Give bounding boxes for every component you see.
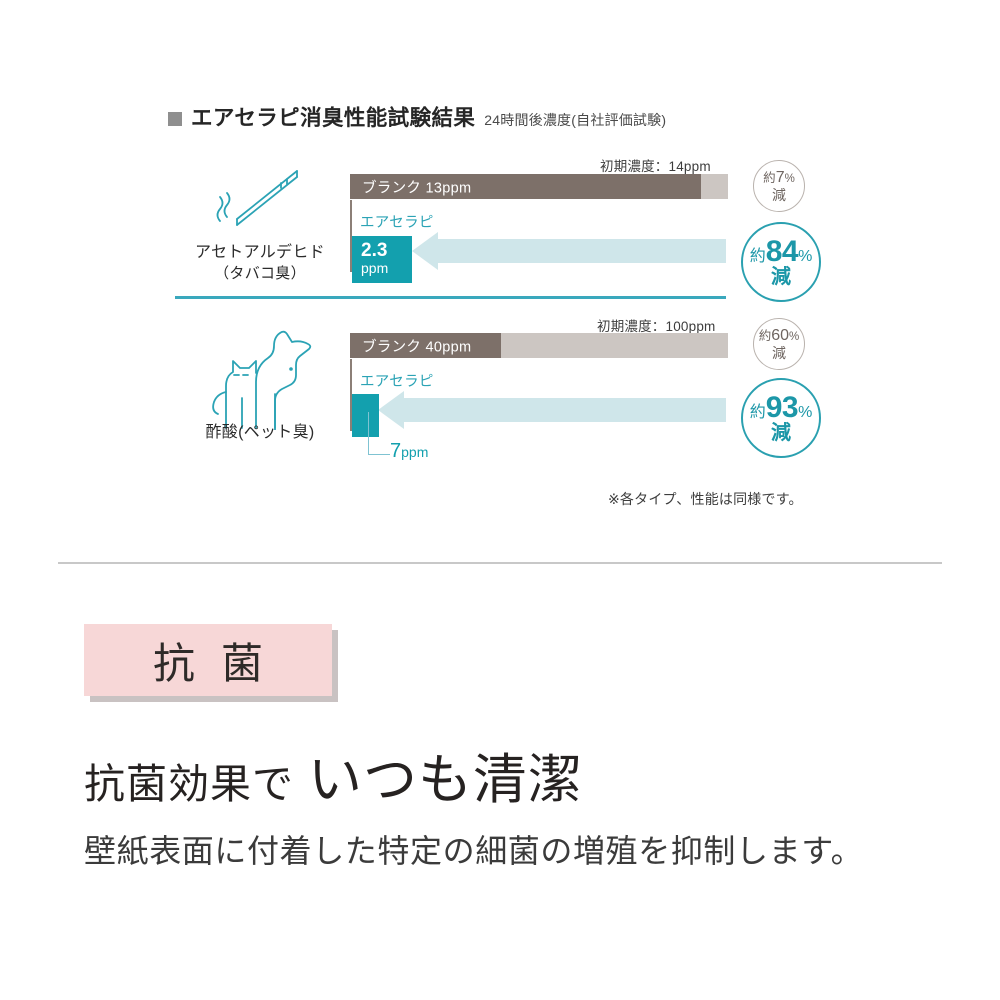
row2-product-bar — [352, 394, 379, 437]
row1-product-value: 2.3 — [361, 240, 388, 261]
antibacterial-banner-label: 抗菌 — [152, 639, 289, 687]
row2-product-label: エアセラピ — [360, 374, 434, 390]
row2-product-unit: ppm — [401, 444, 429, 460]
row2-blank-label: ブランク 40ppm — [362, 339, 472, 355]
row2-small-badge-number: 60 — [771, 326, 790, 344]
row2-arrow-shaft — [404, 398, 726, 422]
row2-blank-track: ブランク 40ppm — [350, 333, 728, 358]
row1-product-label: エアセラピ — [360, 215, 434, 231]
row1-product-reduction-badge: 約 84 % 減 — [741, 222, 821, 302]
chart-title: エアセラピ消臭性能試験結果 24時間後濃度(自社評価試験) — [168, 101, 666, 132]
cigarette-icon — [205, 165, 315, 235]
row1-blank-track: ブランク 13ppm — [350, 174, 728, 199]
antibacterial-banner: 抗菌 — [84, 624, 332, 696]
square-bullet-icon — [168, 112, 182, 126]
row1-blank-reduction-badge: 約 7 % 減 — [753, 160, 805, 212]
row2-blank-reduction-badge: 約 60 % 減 — [753, 318, 805, 370]
chart-title-text: エアセラピ消臭性能試験結果 — [191, 106, 476, 130]
row2-leader-horizontal — [368, 454, 390, 456]
row2-arrow-head-icon — [378, 391, 404, 429]
row1-small-badge-prefix: 約 — [763, 170, 776, 185]
row2-product-value: 7 — [390, 440, 402, 462]
row1-category-line1: アセトアルデヒド — [195, 244, 325, 261]
row2-big-badge-prefix: 約 — [749, 403, 766, 421]
row2-category-label: 酢酸(ペット臭) — [180, 418, 340, 442]
row1-blank-bar: ブランク 13ppm — [350, 174, 701, 199]
row1-category-line2: （タバコ臭） — [214, 265, 306, 282]
headline-part-a: 抗菌効果で — [84, 761, 294, 807]
row1-product-bar: 2.3 ppm — [352, 236, 412, 283]
row2-axis-line — [350, 359, 352, 431]
row1-initial-concentration: 初期濃度：14ppm — [600, 159, 711, 174]
row2-small-badge-pct: % — [789, 330, 800, 343]
row2-big-badge-suffix: 減 — [771, 422, 791, 445]
row1-big-badge-pct: % — [798, 247, 813, 265]
antibacterial-headline: 抗菌効果で いつも清潔 — [84, 735, 583, 814]
row1-reduction-arrow — [412, 232, 726, 270]
row2-product-value-text: 7ppm — [390, 440, 428, 463]
row2-reduction-arrow — [378, 391, 726, 429]
row1-axis-line — [350, 200, 352, 272]
row1-product-unit: ppm — [361, 260, 389, 276]
row2-big-badge-number: 93 — [765, 390, 799, 424]
chart-footnote: ※各タイプ、性能は同様です。 — [608, 491, 803, 507]
row1-big-badge-number: 84 — [765, 234, 799, 268]
row2-blank-bar: ブランク 40ppm — [350, 333, 501, 358]
row1-arrow-head-icon — [412, 232, 438, 270]
row2-initial-concentration: 初期濃度：100ppm — [597, 319, 716, 334]
row2-product-reduction-badge: 約 93 % 減 — [741, 378, 821, 458]
row2-small-badge-prefix: 約 — [758, 328, 772, 343]
row2-big-badge-pct: % — [798, 403, 813, 421]
row1-small-badge-pct: % — [784, 172, 795, 185]
row2-small-badge-suffix: 減 — [772, 344, 786, 361]
row1-big-badge-prefix: 約 — [749, 247, 766, 265]
row-divider — [175, 296, 726, 299]
row1-blank-label: ブランク 13ppm — [362, 180, 472, 196]
row1-arrow-shaft — [438, 239, 726, 263]
row2-category-line1: 酢酸(ペット臭) — [205, 424, 315, 441]
chart-subtitle-text: 24時間後濃度(自社評価試験) — [484, 112, 667, 128]
antibacterial-body: 壁紙表面に付着した特定の細菌の増殖を抑制します。 — [84, 833, 864, 869]
headline-part-b: いつも清潔 — [308, 750, 583, 810]
row1-big-badge-suffix: 減 — [771, 266, 791, 289]
row1-small-badge-number: 7 — [775, 168, 785, 186]
row1-category-label: アセトアルデヒド （タバコ臭） — [175, 238, 345, 283]
cat-dog-icon — [196, 320, 316, 431]
row2-leader-vertical — [368, 412, 370, 454]
row1-small-badge-suffix: 減 — [772, 186, 786, 203]
section-divider — [58, 562, 942, 564]
